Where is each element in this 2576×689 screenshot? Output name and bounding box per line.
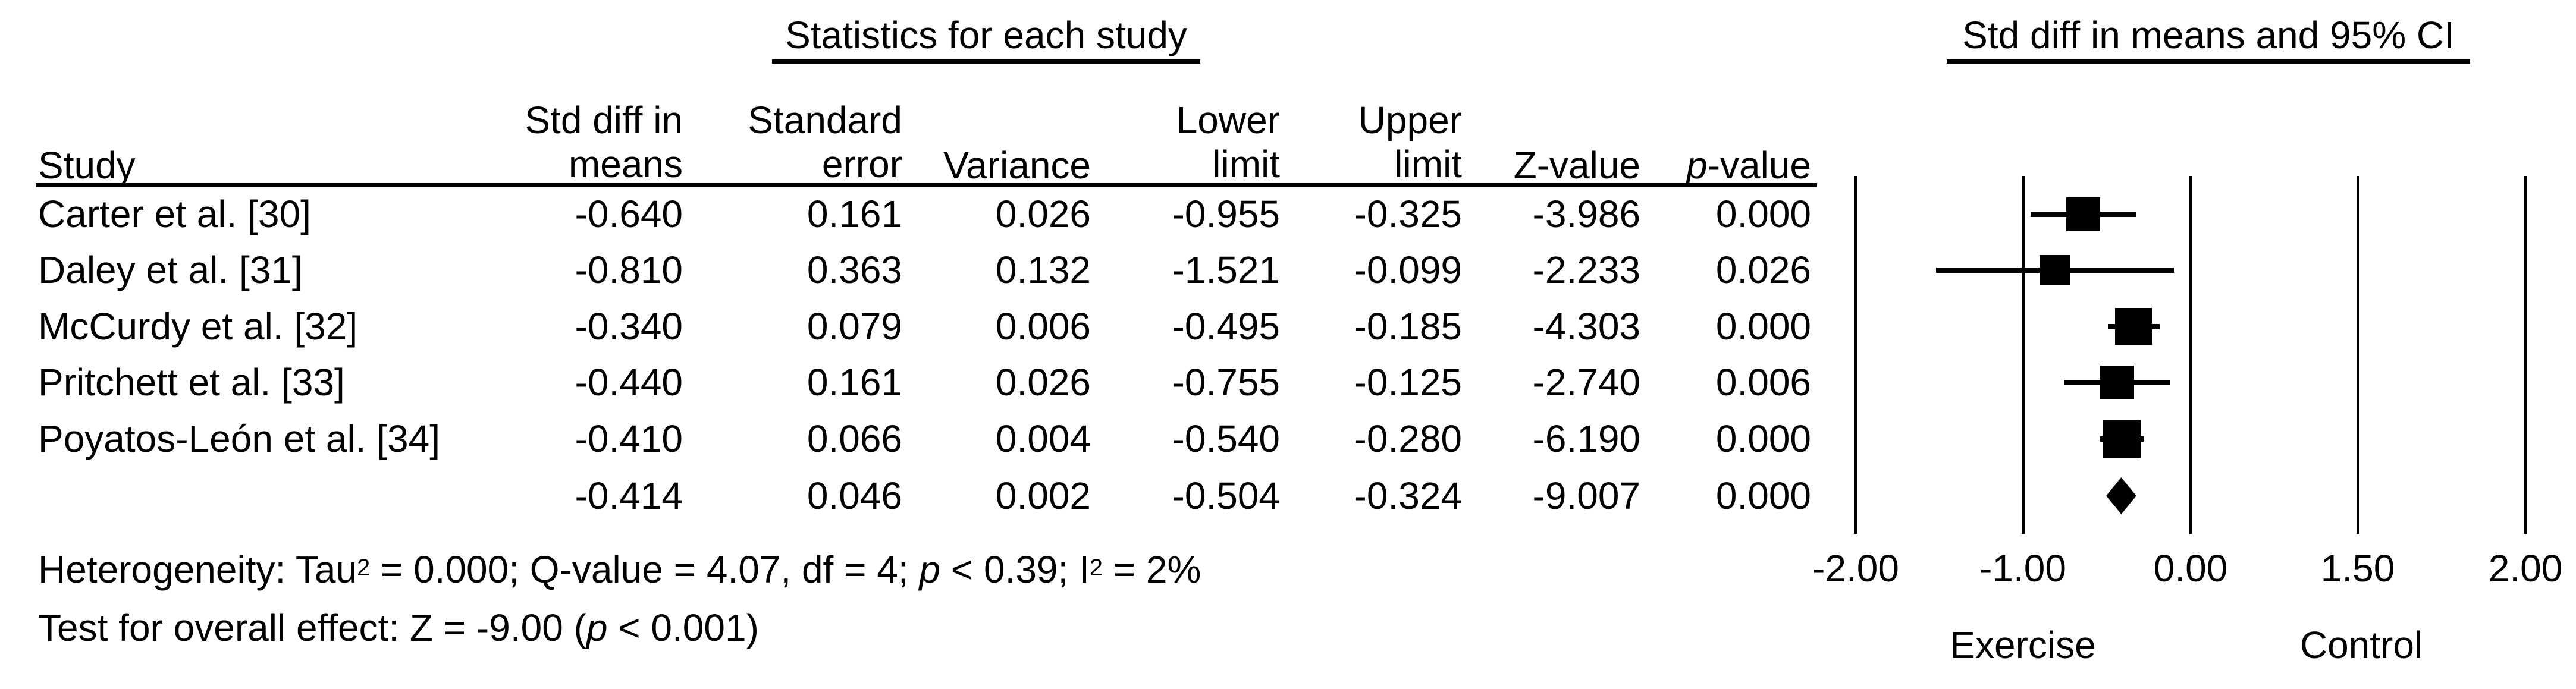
col-header-line: Lower [1176,99,1280,141]
value-cell-z: -2.740 [1532,361,1640,404]
value-cell-p: 0.000 [1715,305,1811,348]
effect-square [2100,365,2134,399]
col-header-p-italic: p [1686,144,1708,187]
value-cell-variance: 0.006 [995,305,1091,348]
group-label-exercise: Exercise [1950,624,2096,666]
gridline [2524,176,2527,534]
study-cell: McCurdy et al. [32] [38,305,358,348]
value-cell-lower: -0.755 [1172,361,1280,404]
group-label-control: Control [2299,624,2423,666]
value-cell-se: 0.066 [807,417,902,460]
col-header-line: error [821,143,902,185]
col-header-upper-limit: Upper limit [1200,98,1462,186]
col-header-variance: Variance [943,144,1091,187]
value-cell-std-diff: -0.414 [575,474,683,517]
value-cell-se: 0.046 [807,474,902,517]
value-cell-variance: 0.026 [995,193,1091,235]
value-cell-lower: -0.495 [1172,305,1280,348]
study-cell: Carter et al. [30] [38,193,311,235]
value-cell-variance: 0.004 [995,417,1091,460]
value-cell-se: 0.363 [807,248,902,291]
gridline [2189,176,2192,534]
heterogeneity-text: < 0.39; I [940,548,1090,591]
heterogeneity-note: Heterogeneity: Tau2 = 0.000; Q-value = 4… [38,546,1201,592]
value-cell-upper: -0.099 [1354,248,1462,291]
col-header-line: Standard [748,99,902,141]
col-header-z-value: Z-value [1513,144,1640,187]
gridline [2357,176,2359,534]
value-cell-lower: -0.955 [1172,193,1280,235]
stats-section-title: Statistics for each study [772,14,1200,64]
header-underline [36,183,1817,187]
p-italic: p [919,548,941,591]
col-header-line: limit [1212,143,1280,185]
x-tick-label: 2.00 [2488,547,2563,590]
value-cell-z: -4.303 [1532,305,1640,348]
value-cell-std-diff: -0.410 [575,417,683,460]
value-cell-upper: -0.125 [1354,361,1462,404]
col-header-p-value: p-value [1549,143,1811,187]
study-cell: Daley et al. [31] [38,248,303,291]
effect-square [2115,308,2153,345]
value-cell-variance: 0.132 [995,248,1091,291]
value-cell-z: -2.233 [1532,248,1640,291]
col-header-line: Upper [1358,99,1462,141]
value-cell-se: 0.079 [807,305,902,348]
value-cell-p: 0.000 [1715,474,1811,517]
effect-square [2040,254,2070,285]
value-cell-std-diff: -0.440 [575,361,683,404]
value-cell-z: -9.007 [1532,474,1640,517]
heterogeneity-text: Heterogeneity: Tau [38,548,357,591]
overall-effect-text: Test for overall effect: Z = -9.00 ( [38,606,586,649]
value-cell-std-diff: -0.640 [575,193,683,235]
value-cell-se: 0.161 [807,193,902,235]
gridline [2022,176,2025,534]
value-cell-p: 0.000 [1715,417,1811,460]
value-cell-se: 0.161 [807,361,902,404]
superscript: 2 [1089,555,1103,581]
summary-diamond [2106,477,2136,514]
col-header-line: means [568,143,683,185]
overall-effect-note: Test for overall effect: Z = -9.00 (p < … [38,606,759,650]
value-cell-variance: 0.026 [995,361,1091,404]
gridline [1854,176,1857,534]
col-header-std-diff: Std diff in means [421,98,683,186]
x-tick-label: 0.00 [2153,547,2228,590]
value-cell-p: 0.006 [1715,361,1811,404]
effect-square [2103,420,2141,458]
value-cell-std-diff: -0.340 [575,305,683,348]
value-cell-z: -3.986 [1532,193,1640,235]
heterogeneity-text: = 0.000; Q-value = 4.07, df = 4; [370,548,920,591]
plot-section-title: Std diff in means and 95% CI [1947,14,2470,64]
col-header-study: Study [38,144,136,187]
col-header-p-rest: -value [1707,144,1811,187]
x-tick-label: -1.00 [1979,547,2066,590]
value-cell-variance: 0.002 [995,474,1091,517]
value-cell-z: -6.190 [1532,417,1640,460]
col-header-lower-limit: Lower limit [1018,98,1280,186]
overall-effect-text: < 0.001) [607,606,759,649]
effect-square [2066,197,2101,231]
value-cell-upper: -0.324 [1354,474,1462,517]
x-tick-label: 1.50 [2320,547,2395,590]
value-cell-lower: -0.540 [1172,417,1280,460]
value-cell-upper: -0.325 [1354,193,1462,235]
col-header-line: Std diff in [525,99,683,141]
value-cell-upper: -0.185 [1354,305,1462,348]
heterogeneity-text: = 2% [1102,548,1201,591]
col-header-standard-error: Standard error [641,98,902,186]
superscript: 2 [357,555,371,581]
value-cell-p: 0.026 [1715,248,1811,291]
study-cell: Pritchett et al. [33] [38,361,345,404]
p-italic: p [586,606,608,649]
value-cell-lower: -1.521 [1172,248,1280,291]
value-cell-lower: -0.504 [1172,474,1280,517]
value-cell-upper: -0.280 [1354,417,1462,460]
value-cell-p: 0.000 [1715,193,1811,235]
col-header-line: limit [1394,143,1462,185]
value-cell-std-diff: -0.810 [575,248,683,291]
x-tick-label: -2.00 [1812,547,1899,590]
study-cell: Poyatos-León et al. [34] [38,417,440,460]
